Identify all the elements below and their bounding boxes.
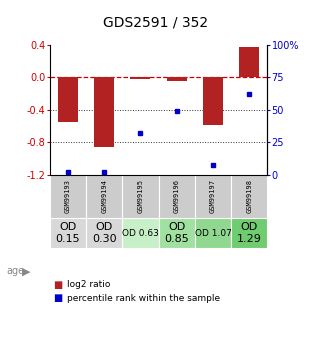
Text: GSM99198: GSM99198	[246, 179, 252, 213]
Bar	[159, 218, 195, 248]
Bar	[50, 218, 86, 248]
Text: OD 0.63: OD 0.63	[122, 228, 159, 237]
Text: ■: ■	[53, 280, 62, 289]
Text: percentile rank within the sample: percentile rank within the sample	[67, 294, 220, 303]
Text: GSM99193: GSM99193	[65, 179, 71, 213]
Bar	[239, 47, 259, 77]
Text: OD 1.07: OD 1.07	[195, 228, 231, 237]
Text: OD
1.29: OD 1.29	[237, 222, 262, 244]
Bar	[122, 175, 159, 218]
Text: GSM99195: GSM99195	[137, 179, 143, 213]
Bar	[231, 175, 267, 218]
Text: GSM99196: GSM99196	[174, 179, 180, 213]
Bar	[58, 77, 78, 122]
Bar	[94, 77, 114, 147]
Bar	[203, 77, 223, 125]
Bar	[122, 218, 159, 248]
Bar	[86, 218, 122, 248]
Text: OD
0.85: OD 0.85	[165, 222, 189, 244]
Bar	[231, 218, 267, 248]
Text: GSM99197: GSM99197	[210, 179, 216, 213]
Bar	[131, 77, 151, 79]
Text: ▶: ▶	[22, 267, 30, 276]
Text: log2 ratio: log2 ratio	[67, 280, 110, 289]
Text: OD
0.30: OD 0.30	[92, 222, 117, 244]
Bar	[195, 175, 231, 218]
Bar	[50, 175, 86, 218]
Text: GSM99194: GSM99194	[101, 179, 107, 213]
Text: OD
0.15: OD 0.15	[56, 222, 80, 244]
Text: ■: ■	[53, 294, 62, 303]
Bar	[86, 175, 122, 218]
Text: GDS2591 / 352: GDS2591 / 352	[103, 15, 208, 29]
Bar	[195, 218, 231, 248]
Bar	[167, 77, 187, 81]
Bar	[159, 175, 195, 218]
Text: age: age	[6, 266, 24, 276]
